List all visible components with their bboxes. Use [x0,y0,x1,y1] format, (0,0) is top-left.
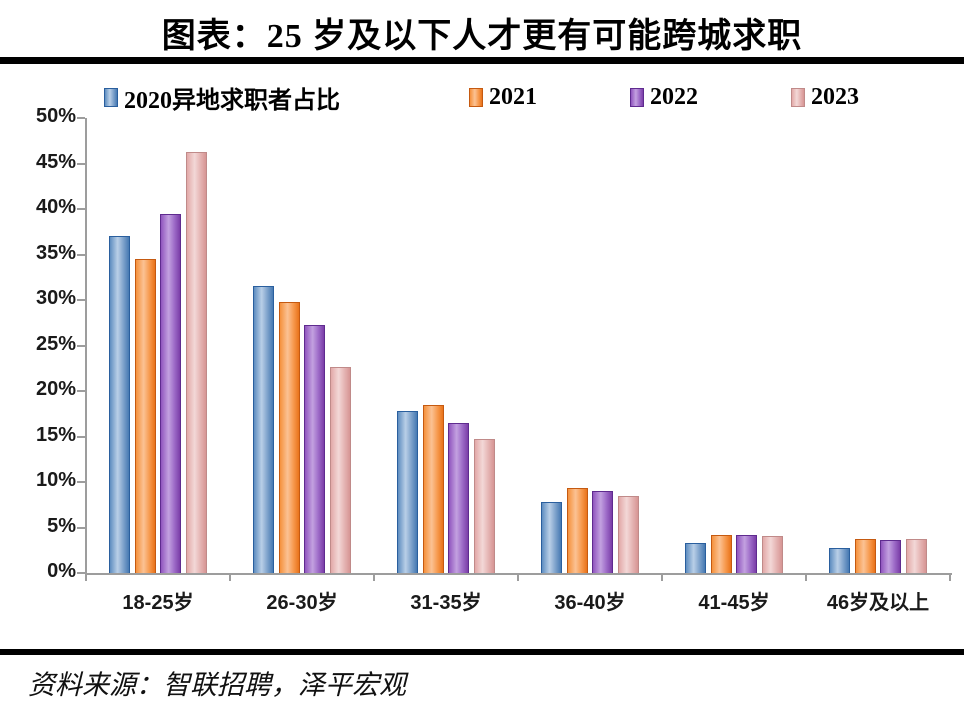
x-axis-tick [805,573,807,581]
y-axis-tick-label: 25% [35,332,76,355]
bar [185,151,207,573]
bar [422,404,444,573]
x-axis-tick [85,573,87,581]
y-axis-line [85,118,87,575]
legend-item: 2021 [469,83,537,111]
bar-group [397,118,495,573]
y-axis-tick [77,117,85,119]
x-axis-category-label: 41-45岁 [698,592,770,614]
legend-label: 2022 [650,83,698,110]
bar [761,535,783,573]
bar [253,286,274,573]
y-axis-tick-label: 35% [35,241,76,264]
y-axis-tick-label: 20% [35,378,76,400]
bar [134,259,156,573]
bottom-divider [0,649,964,655]
y-axis-tick [77,481,85,483]
bar [617,495,639,573]
bar [566,488,588,573]
bar [541,502,562,573]
bar [109,236,130,573]
bar [854,539,876,573]
x-axis-category-label: 31-35岁 [410,592,482,614]
x-axis-tick [373,573,375,581]
top-divider [0,57,964,64]
legend-label: 2020异地求职者占比 [124,87,340,114]
x-axis-tick [517,573,519,581]
y-axis-tick [77,390,85,392]
y-axis-tick [77,435,85,438]
bar [160,213,182,573]
bar [592,491,614,573]
legend-item: 2022 [630,83,698,111]
legend: 2020异地求职者占比 2021 2022 2023 [0,83,964,114]
y-axis-tick [77,208,85,210]
y-axis-tick [77,526,85,529]
legend-swatch-icon [791,87,805,107]
legend-label: 2021 [489,83,537,110]
y-axis-tick [77,162,85,165]
y-axis-tick-label: 45% [35,150,76,173]
bar-group [253,118,351,573]
y-axis-tick-label: 50% [35,105,76,127]
source-note: 资料来源：智联招聘，泽平宏观 [28,670,406,700]
bar [448,422,470,573]
bar [329,367,351,573]
x-axis-category-label: 46岁及以上 [826,592,930,614]
bar [880,540,902,573]
bar [473,439,495,573]
page-title: 图表：25 岁及以下人才更有可能跨城求职 [161,18,803,55]
bar [710,534,732,573]
bar [905,539,927,573]
x-axis-tick [949,573,951,581]
legend-swatch-icon [630,87,644,107]
y-axis-tick-label: 0% [47,560,76,582]
legend-swatch-icon [104,87,118,107]
y-axis-tick-label: 15% [35,423,76,446]
y-axis-tick-label: 40% [35,196,76,218]
y-axis-tick [77,344,85,347]
bar [278,301,300,573]
y-axis-tick [77,572,85,574]
bar [397,411,418,573]
legend-label: 2023 [811,83,859,110]
y-axis-tick-label: 30% [35,287,76,309]
bar-group [109,118,207,573]
x-axis-category-label: 18-25岁 [122,592,194,614]
bar [304,324,326,573]
y-axis-tick [77,299,85,301]
bar-group [541,118,639,573]
bar-group [685,118,783,573]
legend-item: 2023 [791,83,859,111]
x-axis-tick [661,573,663,581]
y-axis-tick-label: 10% [35,469,76,491]
bar [736,534,758,573]
bar-group [829,118,927,573]
x-axis-category-label: 26-30岁 [266,592,338,614]
bar [829,548,850,573]
x-axis-category-label: 36-40岁 [554,592,626,614]
legend-item: 2020异地求职者占比 [104,83,340,114]
legend-swatch-icon [469,87,483,107]
y-axis-tick-label: 5% [47,514,76,537]
y-axis-tick [77,253,85,256]
x-axis-tick [229,573,231,581]
bar [685,542,706,573]
